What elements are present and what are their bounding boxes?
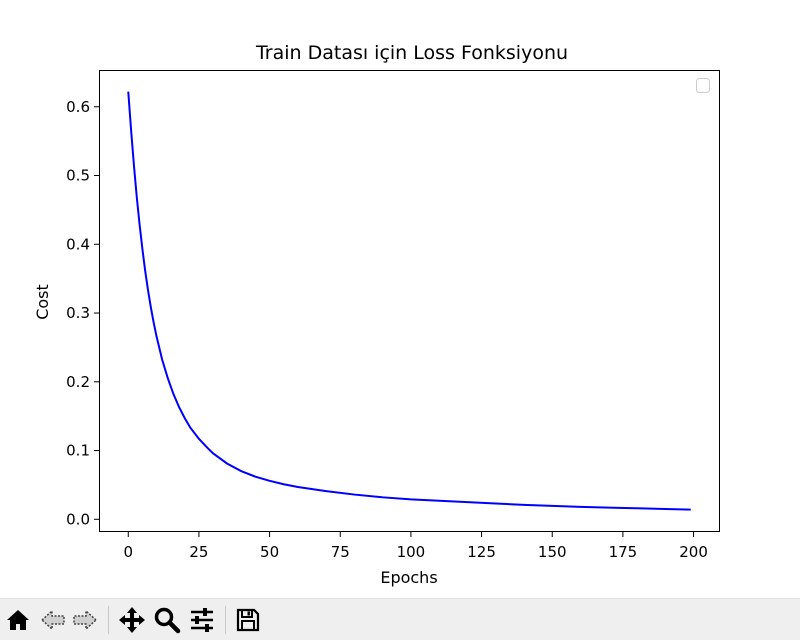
x-tick-label: 50: [260, 543, 279, 561]
y-tick-label: 0.2: [66, 373, 90, 391]
configure-subplots-icon: [191, 608, 213, 632]
y-tick-label: 0.5: [66, 167, 90, 185]
toolbar-separator: [108, 606, 109, 634]
x-axis-label: Epochs: [380, 568, 437, 587]
x-tick-label: 175: [609, 543, 638, 561]
y-tick-label: 0.3: [66, 304, 90, 322]
legend-box: [696, 78, 710, 93]
cost-series-line: [127, 91, 691, 511]
forward-button[interactable]: [70, 605, 100, 635]
x-tick-label: 200: [679, 543, 708, 561]
forward-icon: [73, 609, 98, 631]
zoom-button[interactable]: [152, 605, 182, 635]
configure-subplots-button[interactable]: [187, 605, 217, 635]
home-button[interactable]: [3, 605, 33, 635]
toolbar-separator: [225, 606, 226, 634]
x-tick-label: 100: [397, 543, 426, 561]
y-tick-label: 0.1: [66, 442, 90, 460]
x-tick-label: 150: [538, 543, 567, 561]
save-button[interactable]: [233, 605, 263, 635]
back-button[interactable]: [38, 605, 68, 635]
chart-title: Train Datası için Loss Fonksiyonu: [255, 42, 568, 64]
x-tick-label: 125: [467, 543, 496, 561]
home-icon: [7, 610, 29, 630]
y-tick-label: 0.4: [66, 235, 90, 253]
navigation-toolbar: [0, 598, 800, 640]
save-icon: [236, 608, 260, 632]
y-axis: 0.0 0.1 0.2 0.3 0.4 0.5 0.6: [66, 98, 100, 528]
y-axis-label: Cost: [33, 284, 52, 320]
plot-area: [99, 70, 720, 532]
x-tick-label: 25: [189, 543, 208, 561]
back-icon: [40, 609, 65, 631]
x-axis: 0 25 50 75 100 125 150 175 200: [123, 531, 708, 561]
x-tick-label: 0: [123, 543, 133, 561]
pan-icon: [119, 607, 145, 633]
y-tick-label: 0.0: [66, 510, 90, 528]
y-tick-label: 0.6: [66, 98, 90, 116]
pan-button[interactable]: [117, 605, 147, 635]
zoom-icon: [154, 607, 181, 634]
figure: Train Datası için Loss Fonksiyonu 0 25 50 7…: [33, 42, 720, 587]
x-tick-label: 75: [331, 543, 350, 561]
